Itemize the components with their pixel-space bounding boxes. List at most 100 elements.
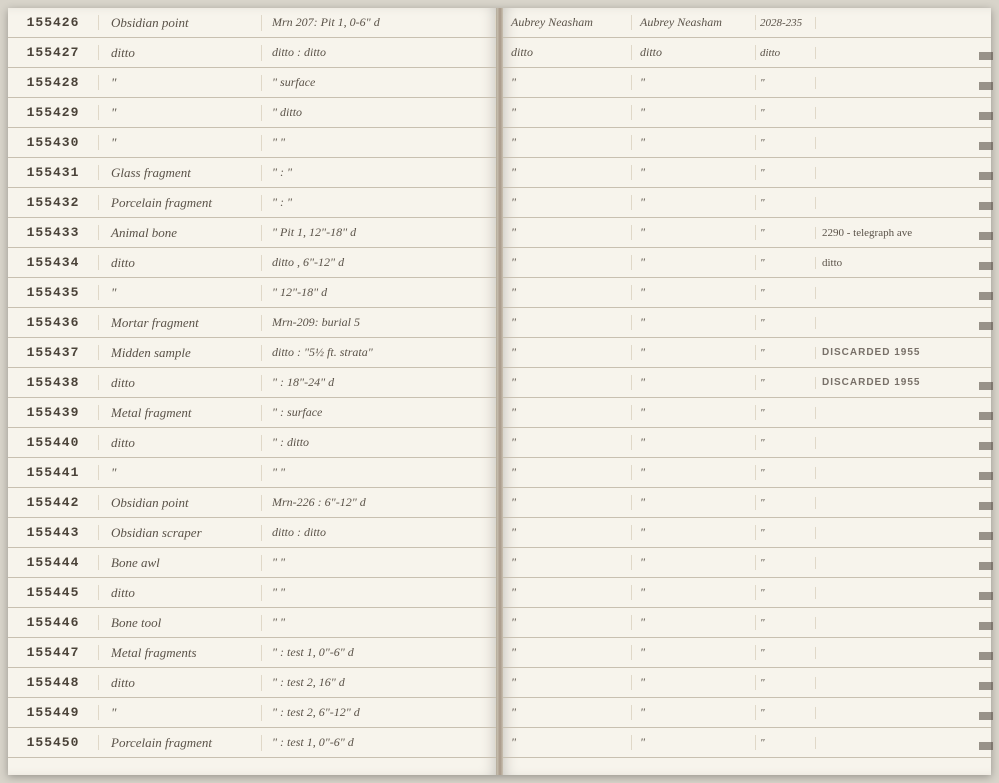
catalog-id: 155445 [8, 585, 99, 600]
item-location: " " [262, 615, 496, 630]
reference-code: " [756, 677, 816, 689]
item-location: " " [262, 465, 496, 480]
collector-name: " [503, 135, 632, 150]
ledger-row: 155444Bone awl" " [8, 548, 496, 578]
tab-mark [979, 292, 993, 300]
donor-name: " [632, 525, 756, 540]
collector-name: " [503, 495, 632, 510]
tab-mark [979, 652, 993, 660]
item-location: " : surface [262, 405, 496, 420]
item-location: ditto : ditto [262, 45, 496, 60]
tab-mark [979, 112, 993, 120]
ledger-row: """ [503, 128, 991, 158]
item-description: " [99, 105, 262, 121]
collector-name: " [503, 525, 632, 540]
ledger-row: 155432Porcelain fragment" : " [8, 188, 496, 218]
ledger-row: 155429"" ditto [8, 98, 496, 128]
reference-code: " [756, 317, 816, 329]
tab-mark [979, 592, 993, 600]
tab-mark [979, 172, 993, 180]
ledger-row: 155426Obsidian pointMrn 207: Pit 1, 0-6"… [8, 8, 496, 38]
item-location: ditto : "5½ ft. strata" [262, 345, 496, 360]
catalog-id: 155434 [8, 255, 99, 270]
donor-name: " [632, 465, 756, 480]
ledger-row: """ [503, 698, 991, 728]
donor-name: " [632, 495, 756, 510]
tab-mark [979, 382, 993, 390]
reference-code: " [756, 197, 816, 209]
catalog-id: 155438 [8, 375, 99, 390]
item-location: ditto : ditto [262, 525, 496, 540]
donor-name: " [632, 195, 756, 210]
catalog-id: 155443 [8, 525, 99, 540]
item-location: " : " [262, 195, 496, 210]
item-description: Obsidian point [99, 495, 262, 511]
item-location: " Pit 1, 12"-18" d [262, 225, 496, 240]
catalog-id: 155446 [8, 615, 99, 630]
catalog-id: 155430 [8, 135, 99, 150]
ledger-row: 155449"" : test 2, 6"-12" d [8, 698, 496, 728]
collector-name: " [503, 435, 632, 450]
ledger-row: """ [503, 158, 991, 188]
item-location: Mrn-209: burial 5 [262, 315, 496, 330]
item-description: ditto [99, 375, 262, 391]
collector-name: " [503, 75, 632, 90]
ledger-row: """ [503, 428, 991, 458]
donor-name: " [632, 405, 756, 420]
ledger-row: 155436Mortar fragmentMrn-209: burial 5 [8, 308, 496, 338]
donor-name: " [632, 585, 756, 600]
donor-name: " [632, 315, 756, 330]
page-right: Aubrey NeashamAubrey Neasham2028-235ditt… [503, 8, 991, 775]
ledger-row: """DISCARDED 1955 [503, 368, 991, 398]
collector-name: " [503, 375, 632, 390]
reference-code: " [756, 587, 816, 599]
tab-mark [979, 82, 993, 90]
collector-name: " [503, 615, 632, 630]
reference-code: " [756, 497, 816, 509]
item-description: Animal bone [99, 225, 262, 241]
collector-name: " [503, 255, 632, 270]
reference-code: " [756, 257, 816, 269]
collector-name: " [503, 345, 632, 360]
ledger-row: """ [503, 98, 991, 128]
tab-mark [979, 682, 993, 690]
item-description: Obsidian point [99, 15, 262, 31]
reference-code: " [756, 527, 816, 539]
item-description: Bone tool [99, 615, 262, 631]
donor-name: " [632, 105, 756, 120]
ledger-row: """ [503, 188, 991, 218]
ledger-row: 155445ditto" " [8, 578, 496, 608]
ledger-row: 155439Metal fragment" : surface [8, 398, 496, 428]
donor-name: " [632, 285, 756, 300]
donor-name: " [632, 735, 756, 750]
donor-name: " [632, 555, 756, 570]
donor-name: Aubrey Neasham [632, 15, 756, 30]
item-location: " " [262, 555, 496, 570]
catalog-id: 155433 [8, 225, 99, 240]
page-left: 155426Obsidian pointMrn 207: Pit 1, 0-6"… [8, 8, 497, 775]
donor-name: " [632, 615, 756, 630]
item-description: Metal fragment [99, 405, 262, 421]
item-location: Mrn-226 : 6"-12" d [262, 495, 496, 510]
tab-mark [979, 442, 993, 450]
catalog-id: 155436 [8, 315, 99, 330]
ledger-row: """ [503, 578, 991, 608]
item-description: " [99, 705, 262, 721]
item-location: " : test 2, 16" d [262, 675, 496, 690]
reference-code: " [756, 167, 816, 179]
item-location: " : test 1, 0"-6" d [262, 735, 496, 750]
item-location: " : test 1, 0"-6" d [262, 645, 496, 660]
item-description: ditto [99, 585, 262, 601]
donor-name: " [632, 75, 756, 90]
item-location: " 12"-18" d [262, 285, 496, 300]
tab-mark [979, 502, 993, 510]
collector-name: " [503, 405, 632, 420]
donor-name: " [632, 675, 756, 690]
reference-code: " [756, 437, 816, 449]
item-location: " " [262, 585, 496, 600]
tab-mark [979, 742, 993, 750]
reference-code: " [756, 107, 816, 119]
ledger-row: 155450Porcelain fragment" : test 1, 0"-6… [8, 728, 496, 758]
ledger-row: """ [503, 728, 991, 758]
ledger-row: 155428"" surface [8, 68, 496, 98]
